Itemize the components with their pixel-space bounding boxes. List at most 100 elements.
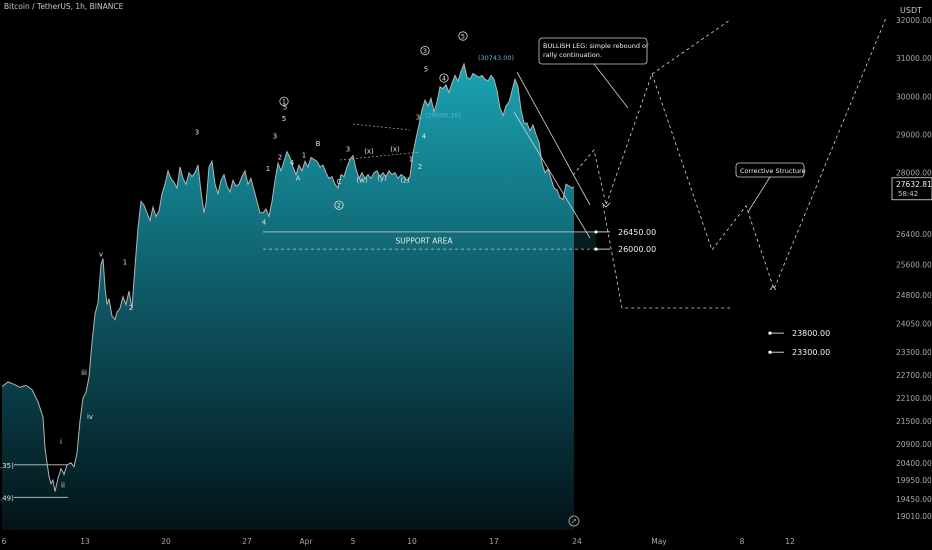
- y-tick-label: 25600.00: [896, 260, 932, 269]
- x-tick-label: 10: [407, 537, 417, 546]
- projection-path-bearish: [602, 204, 732, 309]
- x-tick-label: 27: [242, 537, 252, 546]
- price-line-path: [1, 62, 575, 492]
- wave-label: (x): [364, 148, 374, 156]
- x-tick-label: 6: [2, 537, 7, 546]
- wave-label: 1: [266, 165, 270, 173]
- y-tick-label: 22100.00: [896, 394, 932, 403]
- price-area: [2, 63, 574, 531]
- wave-circle-label: 5: [461, 32, 465, 40]
- callout-box-bullish: [538, 37, 648, 65]
- price-level-label: 26450.00: [618, 228, 656, 237]
- price-line: [1, 62, 575, 492]
- y-tick-label: 31000.00: [896, 54, 932, 63]
- replay-icon: [568, 515, 580, 527]
- wave-label: 2: [129, 304, 133, 312]
- wave-circle-label: 2: [337, 202, 341, 210]
- x-tick-label: 13: [80, 537, 90, 546]
- currency-label: USDT: [900, 6, 922, 15]
- price-level-label: 23300.00: [792, 348, 830, 357]
- wave-label: i: [60, 438, 62, 446]
- wave-circle-label: 3: [423, 47, 427, 55]
- y-tick-label: 23300.00: [896, 348, 932, 357]
- wave-label: (z): [400, 176, 409, 184]
- callout-pointer-bullish: [593, 63, 629, 109]
- x-tick-label: 12: [785, 537, 795, 546]
- wave-label: iii: [81, 369, 87, 377]
- callout-text-bullish: rally continuation.: [543, 51, 602, 59]
- y-tick-label: 22700.00: [896, 371, 932, 380]
- current-price-badge: [891, 177, 932, 201]
- wxy-line-upper: [352, 123, 411, 131]
- wave-label: C: [337, 178, 342, 186]
- arrowhead-icon: [769, 285, 777, 291]
- x-tick-label: 8: [740, 537, 745, 546]
- wave-label: 1: [409, 155, 413, 163]
- y-tick-label: 30000.00: [896, 92, 932, 101]
- wave-label: 2: [418, 163, 422, 171]
- x-tick-label: 24: [572, 537, 582, 546]
- y-tick-label: 19950.00: [896, 476, 932, 485]
- wave-label: 1: [302, 151, 306, 159]
- x-tick-label: 5: [351, 537, 356, 546]
- wave-label: 4: [262, 218, 267, 226]
- wave-circle: [439, 73, 449, 83]
- price-level-label: 26000.00: [618, 245, 656, 254]
- wave-label: B: [316, 140, 321, 148]
- y-tick-label: 28000.00: [896, 169, 932, 178]
- wave-label: 5: [283, 104, 287, 112]
- wave-label: 3: [416, 113, 420, 121]
- y-tick-label: 19450.00: [896, 495, 932, 504]
- y-tick-label: 20400.00: [896, 459, 932, 468]
- wave-circle-label: 4: [442, 74, 446, 82]
- wave-label: (w): [356, 176, 367, 184]
- wave-label: 2: [278, 153, 282, 161]
- y-tick-label: 19010.00: [896, 512, 932, 521]
- y-tick-label: 20900.00: [896, 440, 932, 449]
- projection-paths: [513, 17, 887, 309]
- wave-circle: [279, 96, 289, 106]
- y-tick-label: 26400.00: [896, 230, 932, 239]
- price-area-fill: [2, 63, 574, 531]
- support-area-label: SUPPORT AREA: [395, 237, 453, 246]
- x-tick-label: 17: [489, 537, 499, 546]
- x-tick-label: 20: [161, 537, 171, 546]
- channel-line-upper: [516, 71, 591, 206]
- y-tick-label: 29000.00: [896, 131, 932, 140]
- projection-path-top: [651, 19, 731, 75]
- price-level-label: 23800.00: [792, 329, 830, 338]
- wave-circle: [334, 200, 344, 210]
- wave-label: 4: [290, 159, 295, 167]
- support-levels: SUPPORT AREA 26450.00 26000.00 23800.00 2330…: [0, 228, 830, 502]
- callout-pointer-corrective: [747, 176, 771, 213]
- y-tick-label: 21500.00: [896, 417, 932, 426]
- x-tick-label: Apr: [300, 537, 314, 546]
- current-price-countdown: 58:42: [898, 190, 918, 198]
- replay-icon-glyph: [571, 518, 577, 524]
- wave-label: (y): [377, 174, 387, 182]
- wave-label: ii: [61, 482, 65, 490]
- callout-text-bullish: BULLISH LEG: simple rebound or: [543, 42, 649, 50]
- left-level-label: .49): [0, 494, 14, 502]
- wave-label: 1: [123, 258, 127, 266]
- left-level-label: .35): [0, 462, 14, 470]
- support-area-band: [263, 231, 596, 250]
- projection-path-bullish: [572, 17, 887, 291]
- wave-label: v: [99, 251, 103, 259]
- wave-label: 4: [422, 132, 427, 140]
- wave-label: 5: [424, 66, 428, 74]
- callout-text-corrective: Corrective Structure: [740, 167, 806, 175]
- wave-label: iv: [87, 413, 93, 421]
- wave-label: 3: [195, 129, 199, 137]
- current-price-value: 27632.81: [896, 180, 932, 189]
- wave-label: (29090.16): [425, 111, 461, 119]
- wave-circle: [458, 31, 468, 41]
- wave-label: 3: [273, 132, 277, 140]
- x-tick-label: May: [651, 537, 667, 546]
- y-tick-label: 24800.00: [896, 291, 932, 300]
- y-tick-label: 32000.00: [896, 16, 932, 25]
